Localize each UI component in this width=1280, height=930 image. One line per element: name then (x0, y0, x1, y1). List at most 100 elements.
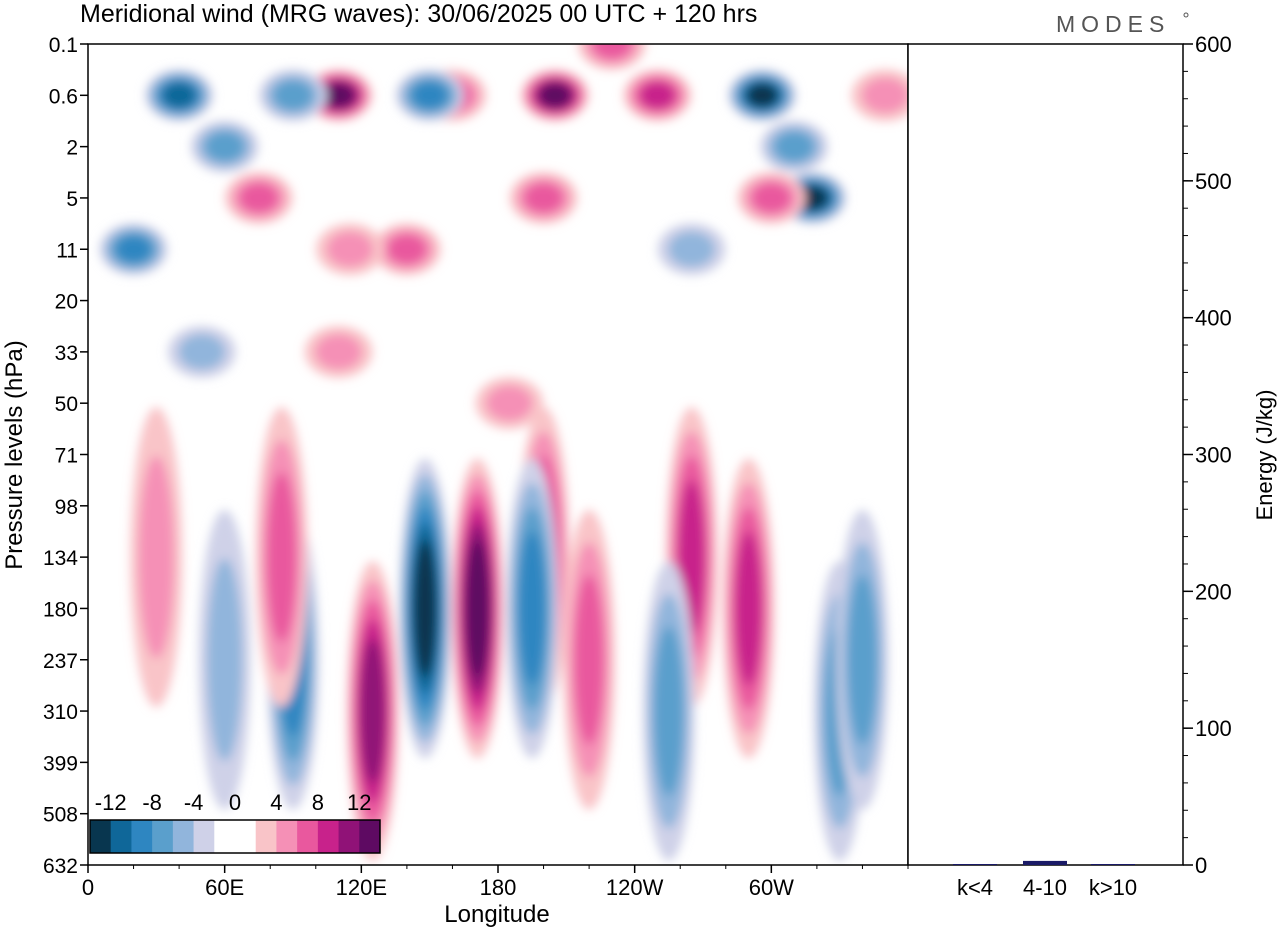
colorbar-label: 12 (347, 790, 371, 815)
y-tick-label: 5 (66, 188, 78, 211)
y-tick-label: 20 (55, 291, 78, 314)
colorbar-label: 0 (229, 790, 241, 815)
contour-level (387, 234, 427, 264)
y-tick-label: 134 (43, 547, 78, 570)
y-tick-label: 50 (55, 393, 78, 416)
contour-level (412, 82, 448, 109)
colorbar-swatch (359, 820, 380, 853)
contour-level (654, 626, 684, 797)
contour-level (518, 531, 546, 686)
contour-level (116, 235, 151, 263)
contour-level (752, 183, 791, 213)
x-tick-label: 0 (82, 875, 94, 900)
energy-axis-label: Energy (J/kg) (1252, 390, 1277, 521)
energy-category-label: k>10 (1089, 875, 1137, 900)
contour-level (774, 131, 814, 162)
contour-level (862, 77, 908, 113)
y-tick-label: 2 (66, 137, 78, 160)
colorbar-label: 4 (270, 790, 282, 815)
contour-level (735, 531, 762, 686)
y-tick-label: 11 (56, 239, 78, 262)
y-tick-label: 180 (43, 598, 78, 621)
contour-level (524, 183, 563, 213)
colorbar-swatch (317, 820, 340, 853)
y-axis-label: Pressure levels (hPa) (1, 340, 28, 569)
contour-level (178, 334, 225, 370)
colorbar-swatch (90, 820, 112, 853)
colorbar: -12 -8 -4 0 4 8 12 (89, 790, 381, 854)
y-tick-label: 399 (43, 752, 78, 775)
contour-level (847, 574, 878, 745)
energy-x-axis: k<4 4-10 k>10 (957, 875, 1137, 900)
x-axis-label: Longitude (444, 901, 549, 928)
energy-frame (907, 43, 1184, 866)
colorbar-swatch (214, 820, 236, 853)
energy-tick-label: 500 (1195, 169, 1232, 194)
chart-title: Meridional wind (MRG waves): 30/06/2025 … (80, 0, 757, 28)
x-tick-label: 60W (749, 875, 794, 900)
y-tick-label: 33 (55, 342, 78, 365)
y-tick-label: 310 (43, 701, 78, 724)
contour-level (640, 82, 675, 109)
brand-mark (1183, 12, 1189, 18)
energy-tick-label: 400 (1195, 306, 1232, 331)
contour-level (539, 83, 571, 108)
energy-bar (953, 864, 997, 865)
x-tick-label: 180 (480, 875, 517, 900)
x-tick-label: 120W (606, 875, 664, 900)
energy-panel: 0 100 200 300 400 500 600 k<4 4-10 k>10 Energy (… (907, 32, 1277, 900)
colorbar-swatch (172, 820, 195, 853)
contour-level (239, 183, 279, 213)
y-tick-label: 508 (43, 804, 78, 827)
y-axis: 0.1 0.6 2 5 11 20 33 50 71 98 134 180 237 310 399 508 63… (43, 34, 88, 878)
contour-level (413, 539, 438, 678)
heatmap-panel: 0 60E 120E 180 120W 60W 0.1 0.6 2 5 11 20 33 50 71 98 1… (1, 34, 909, 928)
energy-category-label: k<4 (957, 875, 993, 900)
colorbar-swatch (235, 820, 257, 853)
contour-level (668, 231, 715, 267)
colorbar-label: -4 (184, 790, 204, 815)
energy-tick-label: 200 (1195, 579, 1232, 604)
x-axis: 0 60E 120E 180 120W 60W (82, 865, 909, 900)
contour-level (360, 639, 386, 784)
contour-level (592, 44, 632, 59)
y-tick-label: 0.6 (49, 85, 78, 108)
y-tick-label: 71 (55, 445, 78, 468)
brand-logo: MODES (1056, 11, 1170, 37)
contour-level (322, 83, 355, 108)
contour-level (326, 231, 373, 267)
contour-level (796, 186, 828, 210)
contour-level (273, 80, 313, 111)
contour-level (315, 334, 362, 370)
energy-tick-label: 600 (1195, 32, 1232, 57)
colorbar-swatch (255, 820, 278, 853)
colorbar-swatch (193, 820, 215, 853)
energy-bar (1023, 860, 1067, 865)
energy-y-axis: 0 100 200 300 400 500 600 (1183, 32, 1232, 878)
contour-level (138, 455, 174, 659)
energy-tick-label: 0 (1195, 853, 1207, 878)
colorbar-swatch (110, 820, 133, 853)
contour-level (574, 574, 604, 745)
colorbar-label: 8 (312, 790, 324, 815)
contour-level (162, 82, 196, 108)
y-tick-label: 98 (55, 496, 78, 519)
colorbar-label: -8 (142, 790, 162, 815)
x-tick-label: 60E (205, 875, 244, 900)
colorbar-swatch (131, 820, 153, 853)
energy-tick-label: 300 (1195, 443, 1232, 468)
colorbar-label: -12 (95, 790, 127, 815)
contour-level (465, 539, 490, 678)
energy-category-label: 4-10 (1023, 875, 1067, 900)
colorbar-swatch (152, 820, 174, 853)
colorbar-swatch (297, 820, 319, 853)
contour-level (207, 558, 243, 762)
y-tick-label: 0.1 (49, 34, 78, 57)
energy-bar (1091, 864, 1135, 865)
contour-level (266, 472, 297, 643)
x-tick-label: 120E (336, 875, 387, 900)
energy-tick-label: 100 (1195, 716, 1232, 741)
contour-level (205, 131, 244, 162)
contour-level (486, 385, 533, 421)
